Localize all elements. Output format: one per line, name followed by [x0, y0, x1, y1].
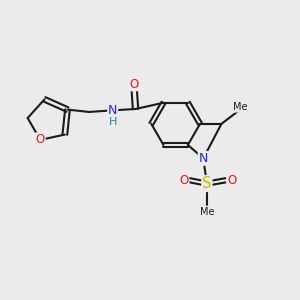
- Text: O: O: [227, 173, 236, 187]
- Text: O: O: [129, 77, 139, 91]
- Text: H: H: [109, 117, 117, 127]
- Text: O: O: [36, 133, 45, 146]
- Text: Me: Me: [200, 206, 214, 217]
- Text: O: O: [179, 173, 189, 187]
- Text: N: N: [108, 104, 117, 117]
- Text: N: N: [199, 152, 208, 165]
- Text: Me: Me: [233, 102, 248, 112]
- Text: S: S: [202, 176, 212, 191]
